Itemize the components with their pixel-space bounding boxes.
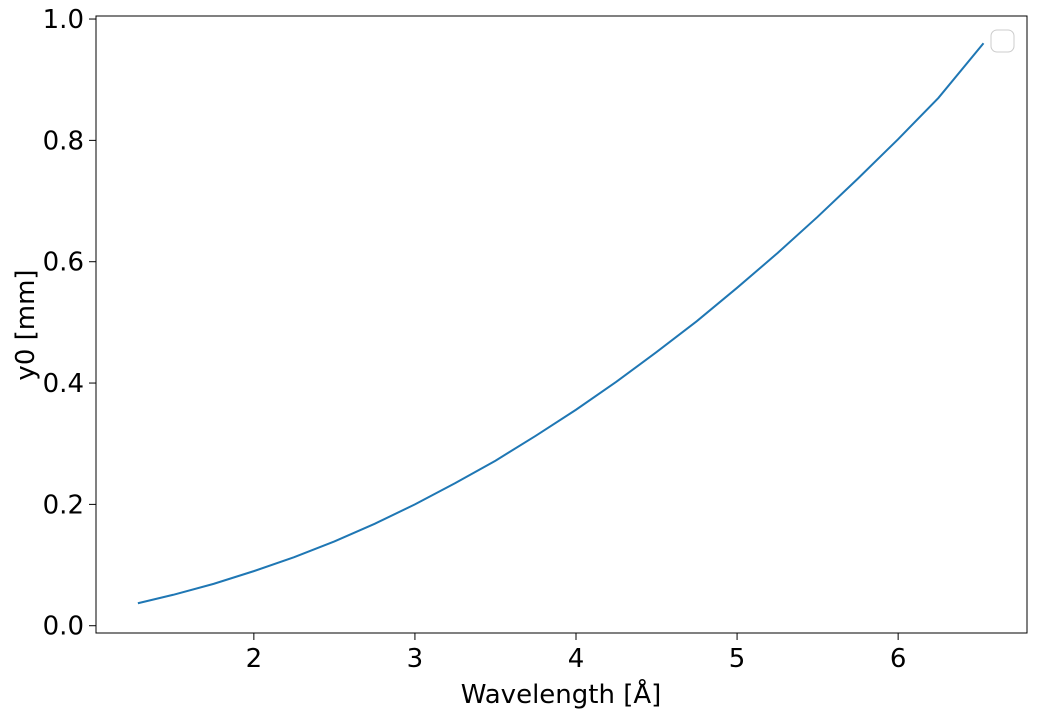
series-line-0: [137, 42, 985, 605]
y-tick-label: 0.6: [43, 248, 84, 278]
y-ticks: 0.0 0.2 0.4 0.6 0.8 1.0: [43, 5, 96, 642]
x-tick-label: 6: [890, 644, 907, 674]
y-tick-label: 0.2: [43, 490, 84, 520]
legend-box: [990, 29, 1015, 53]
x-axis-label: Wavelength [Å]: [461, 678, 662, 710]
y-tick-label: 0.0: [43, 612, 84, 642]
y-tick-label: 0.8: [43, 126, 84, 156]
x-tick-label: 2: [246, 644, 263, 674]
x-tick-label: 5: [729, 644, 746, 674]
x-tick-label: 4: [568, 644, 585, 674]
plot-frame: [95, 15, 1028, 634]
x-ticks: 2 3 4 5 6: [246, 633, 907, 674]
y-axis-label: y0 [mm]: [11, 269, 41, 380]
y-tick-label: 0.4: [43, 369, 84, 399]
x-tick-label: 3: [407, 644, 424, 674]
series-layer: [137, 42, 985, 605]
y-tick-label: 1.0: [43, 5, 84, 35]
